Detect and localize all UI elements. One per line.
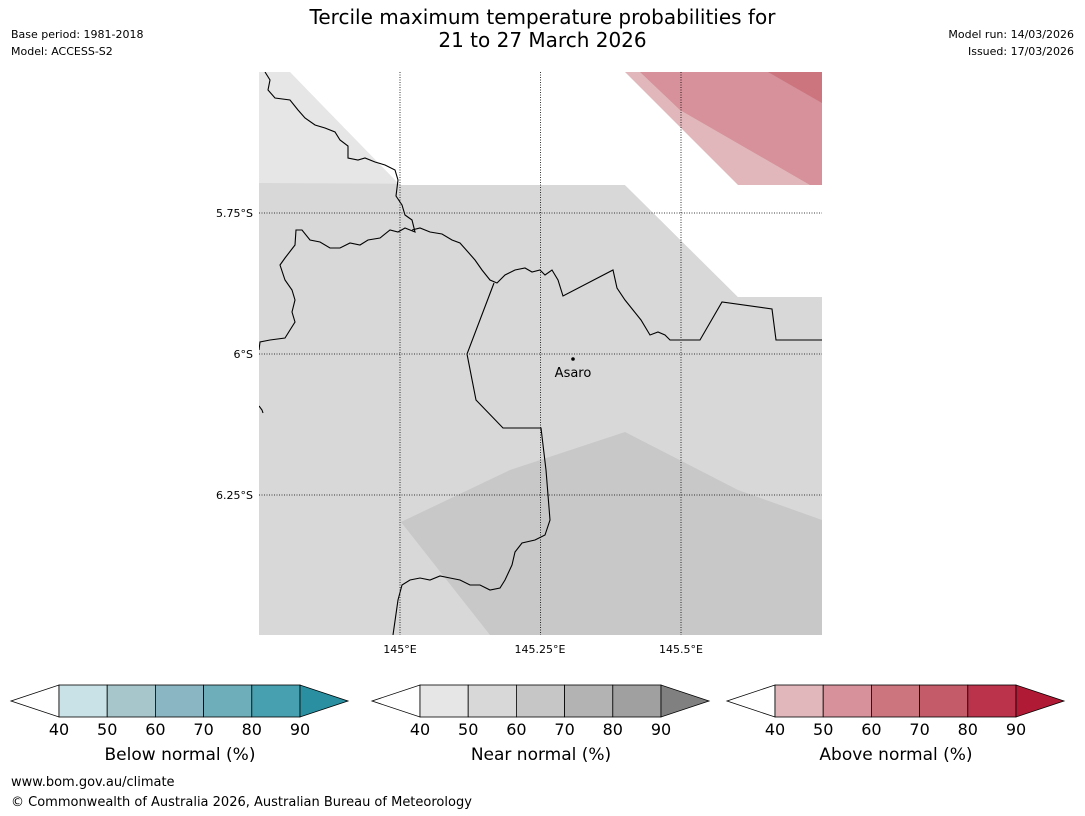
colorbar-near-segment-60 [516, 684, 566, 718]
colorbar-near-segment-80 [612, 684, 662, 718]
colorbar-below-normal [9, 684, 350, 718]
legend-near-tick-40: 40 [409, 720, 431, 739]
above-normal-60-70-region [768, 72, 822, 103]
near-normal-60-70-region [401, 432, 822, 635]
place-marker-asaro: Asaro [555, 357, 592, 381]
colorbar-near-segment-50 [467, 684, 517, 718]
base-period: Base period: 1981-2018 [11, 28, 144, 41]
legend-above-tick-40: 40 [764, 720, 786, 739]
colorbar-above-low-arrow [725, 684, 776, 718]
boundary-south [392, 282, 551, 635]
colorbar-near-low-arrow [370, 684, 421, 718]
colorbar-above-segment-40 [774, 684, 824, 718]
colorbar-near-segment-40 [419, 684, 469, 718]
boundary-west [259, 72, 416, 351]
map-title: Tercile maximum temperature probabilitie… [0, 6, 1085, 52]
colorbar-near-segment-70 [564, 684, 614, 718]
asaro-dot [571, 357, 575, 361]
legend-below-tick-60: 60 [145, 720, 166, 739]
legend-above-tick-60: 60 [861, 720, 882, 739]
boundary-west-stub [259, 405, 264, 414]
colorbar-above-normal [725, 684, 1066, 718]
colorbar-below-segment-60 [154, 684, 204, 718]
legend-label-below: Below normal (%) [104, 745, 256, 765]
light-grey-top-wedge [259, 72, 396, 183]
colorbar-below-segment-70 [203, 684, 253, 718]
legend-below-tick-70: 70 [193, 720, 214, 739]
no-dominant-region-top [290, 72, 625, 185]
colorbar-above-segment-80 [967, 684, 1017, 718]
colorbar-above-segment-70 [919, 684, 969, 718]
footer-copyright: © Commonwealth of Australia 2026, Austra… [11, 795, 472, 810]
boundary-central [411, 227, 822, 341]
legend-near-tick-90: 90 [650, 720, 672, 739]
colorbar-below-low-arrow [9, 684, 60, 718]
lon-label-145-5: 145.5°E [659, 643, 703, 656]
colorbar-near-normal [370, 684, 711, 718]
above-normal-50-60-region [640, 72, 822, 185]
lon-label-145: 145°E [383, 643, 416, 656]
legend-above-tick-80: 80 [957, 720, 978, 739]
colorbar-below-segment-50 [106, 684, 156, 718]
asaro-label: Asaro [555, 366, 592, 381]
legend-colorbars [9, 684, 1066, 718]
legend-near-tick-80: 80 [602, 720, 623, 739]
lat-label-6-25: 6.25°S [216, 489, 253, 502]
probability-shading [259, 72, 822, 635]
latitude-labels: 5.75°S 6°S 6.25°S [216, 207, 253, 502]
legend-above-tick-70: 70 [909, 720, 930, 739]
legend-below-tick-40: 40 [48, 720, 70, 739]
province-boundaries [259, 72, 822, 635]
legend-above-tick-50: 50 [813, 720, 834, 739]
model-run: Model run: 14/03/2026 [948, 28, 1074, 41]
issued-date: Issued: 17/03/2026 [967, 45, 1074, 58]
title-line-1: Tercile maximum temperature probabilitie… [309, 5, 776, 29]
legend-below-tick-80: 80 [241, 720, 262, 739]
colorbar-above-segment-50 [822, 684, 872, 718]
footer-url: www.bom.gov.au/climate [11, 775, 175, 790]
legend-above-tick-90: 90 [1005, 720, 1027, 739]
legend-label-near: Near normal (%) [470, 745, 612, 765]
colorbar-near-high-arrow [660, 684, 711, 718]
lon-label-145-25: 145.25°E [515, 643, 566, 656]
title-line-2: 21 to 27 March 2026 [438, 28, 647, 52]
colorbar-above-segment-60 [871, 684, 921, 718]
meta-left: Base period: 1981-2018 Model: ACCESS-S2 [11, 26, 143, 60]
legend-below-tick-90: 90 [289, 720, 311, 739]
legend-near-tick-50: 50 [458, 720, 479, 739]
legend-below-tick-50: 50 [97, 720, 118, 739]
legend-near-tick-60: 60 [506, 720, 527, 739]
meta-right: Model run: 14/03/2026 Issued: 17/03/2026 [948, 26, 1074, 60]
colorbar-below-segment-80 [251, 684, 301, 718]
lat-label-5-75: 5.75°S [216, 207, 253, 220]
legend-near-tick-70: 70 [554, 720, 575, 739]
legend-label-above: Above normal (%) [819, 745, 973, 765]
lat-label-6: 6°S [234, 348, 253, 361]
colorbar-below-high-arrow [299, 684, 350, 718]
longitude-labels: 145°E 145.25°E 145.5°E [383, 643, 703, 656]
forecast-map: Asaro 5.75°S 6°S 6.25°S 145°E 145.25°E 1… [216, 72, 822, 656]
model-name: Model: ACCESS-S2 [11, 45, 113, 58]
colorbar-above-high-arrow [1015, 684, 1066, 718]
colorbar-below-segment-40 [58, 684, 108, 718]
